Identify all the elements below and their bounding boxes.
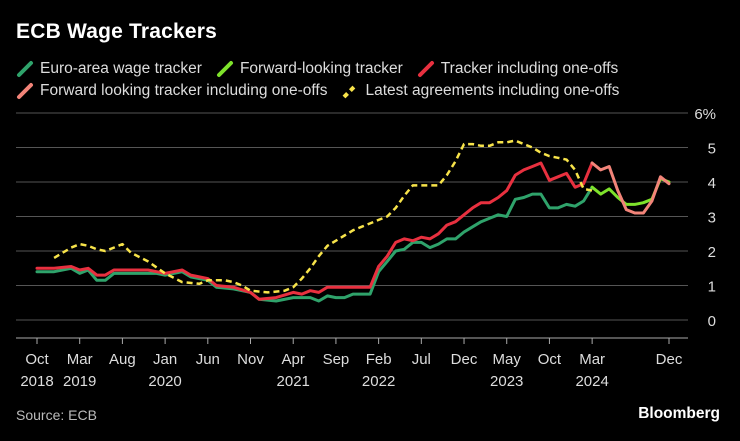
x-tick-year-label: 2020 <box>148 373 181 390</box>
x-tick-label: Dec <box>656 351 683 368</box>
x-tick-year-label: 2021 <box>277 373 310 390</box>
y-tick-label: 4 <box>708 175 716 192</box>
y-tick-label: 2 <box>708 244 716 261</box>
x-tick-year-label: 2023 <box>490 373 523 390</box>
x-tick-label: Jun <box>196 351 220 368</box>
legend-swatch-icon <box>16 82 34 100</box>
source-note: Source: ECB <box>16 407 97 423</box>
series-line-4 <box>590 161 671 215</box>
legend-item: Tracker including one-offs <box>417 60 618 78</box>
y-tick-label: 3 <box>708 210 716 227</box>
x-tick-label: Feb <box>366 351 392 368</box>
legend-item: Latest agreements including one-offs <box>341 82 619 100</box>
x-tick-label: Jan <box>153 351 177 368</box>
x-tick-label: Mar <box>579 351 605 368</box>
legend-swatch-icon <box>216 60 234 78</box>
x-axis: Oct 2018 Mar 2019 Aug Jan 2020 Jun Nov Apr 2021 Sep… <box>16 337 688 390</box>
legend-label: Latest agreements including one-offs <box>365 82 620 99</box>
x-tick-label: Sep <box>323 351 350 368</box>
series-line-3 <box>35 161 594 301</box>
x-tick-label: May <box>493 351 522 368</box>
legend-item: Forward looking tracker including one-of… <box>16 82 327 100</box>
x-tick-year-label: 2024 <box>575 373 608 390</box>
y-tick-label: 5 <box>708 141 716 158</box>
x-tick-label: Nov <box>237 351 264 368</box>
legend-label: Forward looking tracker including one-of… <box>40 82 328 99</box>
legend-label: Forward-looking tracker <box>239 60 403 77</box>
legend-label: Tracker including one-offs <box>440 60 619 77</box>
y-tick-label: 1 <box>708 279 716 296</box>
chart-legend: Euro-area wage tracker Forward-looking tr… <box>16 60 716 100</box>
legend-item: Euro-area wage tracker <box>16 60 202 78</box>
series-group <box>35 139 671 303</box>
y-axis: 0 1 2 3 4 5 6% <box>694 106 716 330</box>
x-tick-year-label: 2022 <box>362 373 395 390</box>
series-line-1 <box>35 185 594 303</box>
y-tick-label: 0 <box>708 313 716 330</box>
x-tick-label: Aug <box>109 351 136 368</box>
x-tick-label: Mar <box>67 351 93 368</box>
legend-item: Forward-looking tracker <box>216 60 403 78</box>
x-tick-label: Jul <box>412 351 431 368</box>
y-tick-label: 6% <box>694 106 716 123</box>
x-tick-label: Apr <box>282 351 305 368</box>
x-tick-year-label: 2019 <box>63 373 96 390</box>
bloomberg-logo: Bloomberg <box>638 405 720 422</box>
legend-swatch-icon <box>417 60 435 78</box>
grid-lines <box>16 112 688 321</box>
legend-swatch-icon <box>16 60 34 78</box>
x-tick-label: Dec <box>451 351 478 368</box>
x-tick-label: Oct <box>538 351 562 368</box>
legend-swatch-icon <box>341 82 359 100</box>
legend-label: Euro-area wage tracker <box>40 60 202 77</box>
chart-title: ECB Wage Trackers <box>16 20 218 43</box>
x-tick-year-label: 2018 <box>20 373 53 390</box>
x-tick-label: Oct <box>25 351 49 368</box>
